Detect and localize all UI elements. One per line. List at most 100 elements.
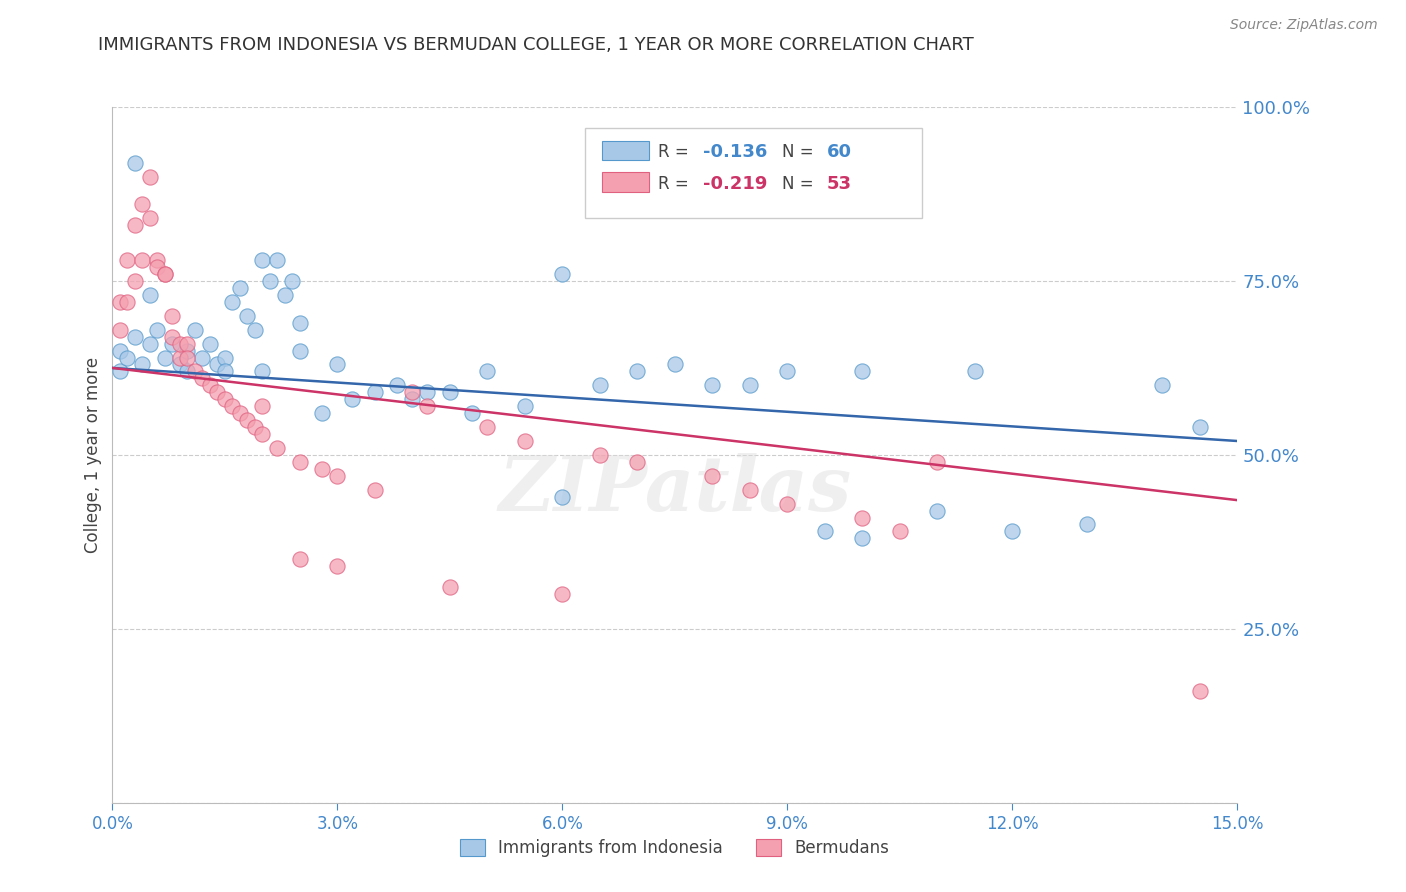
Text: -0.136: -0.136 — [703, 144, 768, 161]
Point — [702, 468, 724, 483]
Point — [139, 211, 162, 226]
Point — [117, 294, 139, 309]
Point — [439, 385, 461, 400]
Point — [124, 329, 146, 343]
FancyBboxPatch shape — [602, 172, 650, 192]
Point — [477, 364, 499, 378]
Point — [461, 406, 484, 420]
Point — [326, 358, 349, 372]
Point — [589, 448, 612, 462]
Point — [146, 260, 169, 274]
Point — [162, 309, 184, 323]
Point — [236, 309, 259, 323]
Point — [169, 358, 191, 372]
Point — [108, 364, 131, 378]
Point — [252, 399, 274, 413]
Point — [776, 364, 799, 378]
Point — [176, 343, 198, 358]
Point — [153, 267, 176, 281]
Point — [477, 420, 499, 434]
Point — [169, 336, 191, 351]
Point — [243, 323, 266, 337]
Point — [124, 155, 146, 169]
Point — [1152, 378, 1174, 392]
Point — [513, 434, 536, 448]
Point — [1188, 684, 1211, 698]
Text: N =: N = — [782, 175, 818, 193]
Point — [439, 580, 461, 594]
Point — [191, 371, 214, 385]
Point — [184, 364, 207, 378]
Point — [963, 364, 986, 378]
Point — [326, 559, 349, 574]
Point — [401, 385, 423, 400]
Point — [851, 532, 873, 546]
Point — [551, 490, 574, 504]
Point — [124, 274, 146, 288]
Point — [776, 497, 799, 511]
Point — [214, 392, 236, 407]
Point — [146, 253, 169, 268]
Point — [117, 351, 139, 365]
Text: R =: R = — [658, 144, 695, 161]
Point — [117, 253, 139, 268]
Point — [311, 406, 333, 420]
Point — [288, 455, 311, 469]
Point — [139, 169, 162, 184]
Point — [738, 483, 761, 497]
Point — [207, 385, 229, 400]
Point — [266, 441, 288, 455]
Point — [243, 420, 266, 434]
Point — [236, 413, 259, 427]
Point — [259, 274, 281, 288]
Text: R =: R = — [658, 175, 695, 193]
Point — [364, 385, 387, 400]
Point — [139, 336, 162, 351]
Text: IMMIGRANTS FROM INDONESIA VS BERMUDAN COLLEGE, 1 YEAR OR MORE CORRELATION CHART: IMMIGRANTS FROM INDONESIA VS BERMUDAN CO… — [98, 36, 974, 54]
Point — [198, 378, 221, 392]
Point — [927, 455, 949, 469]
Point — [416, 399, 439, 413]
Point — [176, 351, 198, 365]
Point — [513, 399, 536, 413]
Point — [889, 524, 911, 539]
Point — [131, 197, 153, 211]
Point — [108, 294, 131, 309]
Point — [274, 288, 297, 302]
Point — [252, 364, 274, 378]
Point — [221, 399, 243, 413]
Point — [814, 524, 837, 539]
Point — [139, 288, 162, 302]
Point — [288, 343, 311, 358]
Text: 53: 53 — [827, 175, 852, 193]
Point — [162, 336, 184, 351]
Point — [191, 351, 214, 365]
Point — [221, 294, 243, 309]
Point — [288, 552, 311, 566]
Point — [416, 385, 439, 400]
Point — [342, 392, 364, 407]
Point — [1188, 420, 1211, 434]
Point — [124, 219, 146, 233]
Point — [176, 336, 198, 351]
Point — [664, 358, 686, 372]
Legend: Immigrants from Indonesia, Bermudans: Immigrants from Indonesia, Bermudans — [453, 832, 897, 864]
Text: 60: 60 — [827, 144, 852, 161]
Point — [162, 329, 184, 343]
FancyBboxPatch shape — [602, 141, 650, 161]
Point — [131, 358, 153, 372]
Point — [927, 503, 949, 517]
Point — [176, 364, 198, 378]
Point — [214, 364, 236, 378]
Point — [153, 351, 176, 365]
Point — [229, 281, 252, 295]
Point — [131, 253, 153, 268]
Point — [1001, 524, 1024, 539]
Point — [551, 267, 574, 281]
Point — [326, 468, 349, 483]
Point — [198, 336, 221, 351]
Point — [626, 364, 648, 378]
Point — [266, 253, 288, 268]
Point — [146, 323, 169, 337]
Point — [1076, 517, 1098, 532]
